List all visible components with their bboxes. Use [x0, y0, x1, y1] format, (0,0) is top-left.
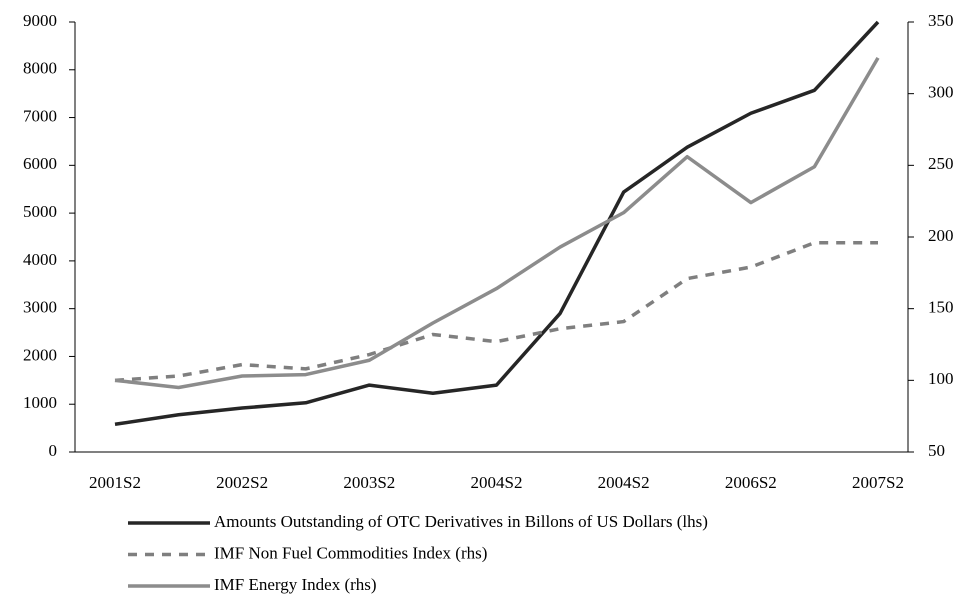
y-tick-label: 4000: [23, 250, 57, 269]
y-tick-label: 9000: [23, 11, 57, 30]
y-tick-label: 0: [49, 441, 58, 460]
legend-label: IMF Non Fuel Commodities Index (rhs): [214, 543, 487, 562]
y2-tick-label: 200: [928, 226, 954, 245]
x-tick-label: 2004S2: [598, 473, 650, 492]
y-tick-label: 3000: [23, 298, 57, 317]
x-tick-label: 2004S2: [471, 473, 523, 492]
x-tick-label: 2001S2: [89, 473, 141, 492]
series-line: [114, 20, 880, 427]
y2-tick-label: 350: [928, 11, 954, 30]
x-tick-label: 2002S2: [216, 473, 268, 492]
y-tick-label: 7000: [23, 106, 57, 125]
x-tick-label: 2006S2: [725, 473, 777, 492]
legend-label: IMF Energy Index (rhs): [214, 575, 377, 594]
x-tick-label: 2003S2: [343, 473, 395, 492]
y-tick-label: 5000: [23, 202, 57, 221]
y-tick-label: 2000: [23, 345, 57, 364]
y-tick-label: 6000: [23, 154, 57, 173]
y2-tick-label: 150: [928, 298, 954, 317]
y2-tick-label: 250: [928, 154, 954, 173]
y-tick-label: 8000: [23, 59, 57, 78]
x-tick-label: 2007S2: [852, 473, 904, 492]
legend-label: Amounts Outstanding of OTC Derivatives i…: [214, 512, 708, 531]
y-tick-label: 1000: [23, 393, 57, 412]
y2-tick-label: 100: [928, 369, 954, 388]
series-line: [114, 240, 878, 383]
y2-tick-label: 300: [928, 83, 954, 102]
series-line: [114, 56, 880, 390]
y2-tick-label: 50: [928, 441, 945, 460]
